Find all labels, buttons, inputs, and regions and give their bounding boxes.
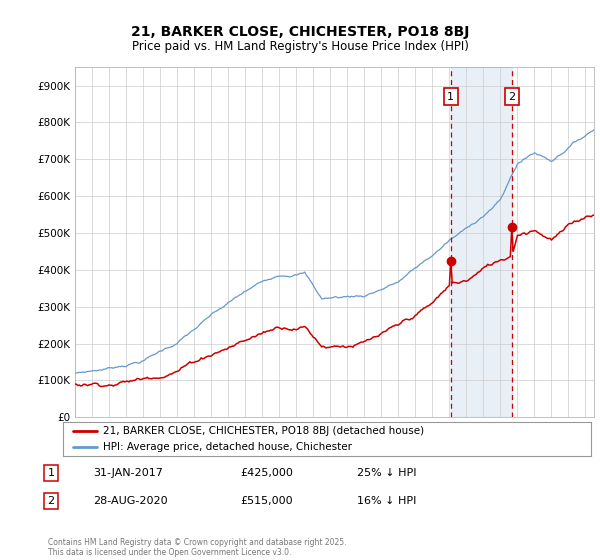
Text: 25% ↓ HPI: 25% ↓ HPI xyxy=(357,468,416,478)
Text: £515,000: £515,000 xyxy=(240,496,293,506)
Text: 2: 2 xyxy=(47,496,55,506)
Text: 28-AUG-2020: 28-AUG-2020 xyxy=(93,496,167,506)
Text: 21, BARKER CLOSE, CHICHESTER, PO18 8BJ: 21, BARKER CLOSE, CHICHESTER, PO18 8BJ xyxy=(131,25,469,39)
Text: 2: 2 xyxy=(508,92,515,102)
Text: £425,000: £425,000 xyxy=(240,468,293,478)
Text: Price paid vs. HM Land Registry's House Price Index (HPI): Price paid vs. HM Land Registry's House … xyxy=(131,40,469,53)
Text: Contains HM Land Registry data © Crown copyright and database right 2025.
This d: Contains HM Land Registry data © Crown c… xyxy=(48,538,347,557)
Text: HPI: Average price, detached house, Chichester: HPI: Average price, detached house, Chic… xyxy=(103,442,352,452)
Bar xyxy=(451,67,512,417)
Text: 1: 1 xyxy=(447,92,454,102)
Text: 21, BARKER CLOSE, CHICHESTER, PO18 8BJ (detached house): 21, BARKER CLOSE, CHICHESTER, PO18 8BJ (… xyxy=(103,426,424,436)
Text: 16% ↓ HPI: 16% ↓ HPI xyxy=(357,496,416,506)
Text: 31-JAN-2017: 31-JAN-2017 xyxy=(93,468,163,478)
Text: 1: 1 xyxy=(47,468,55,478)
